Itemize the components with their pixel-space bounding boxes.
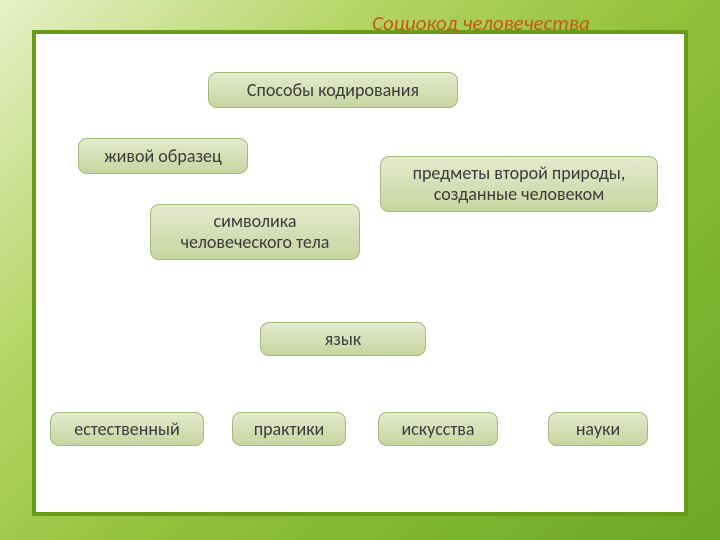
node-artifacts: предметы второй природы, созданные челов…	[380, 156, 658, 212]
node-sciences: науки	[548, 412, 648, 446]
node-natural: естественный	[50, 412, 204, 446]
node-practice: практики	[232, 412, 346, 446]
node-language: язык	[260, 322, 426, 356]
node-sample: живой образец	[78, 138, 248, 174]
node-root: Способы кодирования	[208, 72, 458, 108]
slide-title: Социокод человечества	[372, 10, 590, 36]
node-arts: искусства	[378, 412, 498, 446]
slide: { "canvas": { "w": 720, "h": 540 }, "bac…	[0, 0, 720, 540]
node-symbolics: символика человеческого тела	[150, 204, 360, 260]
